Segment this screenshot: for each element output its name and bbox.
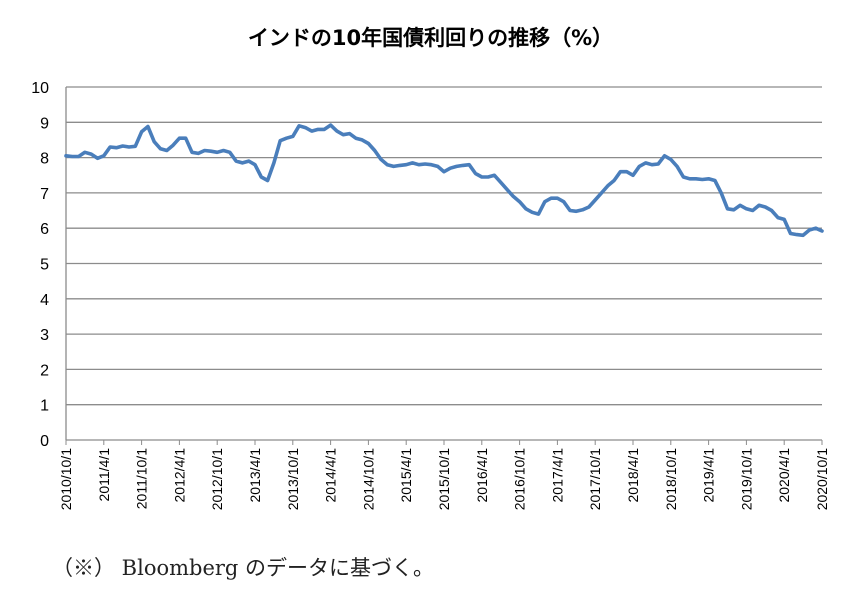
y-tick-label: 10: [31, 80, 49, 97]
x-axis-ticks: 2010/10/1 2011/4/1 2011/10/1 2012/4/1 2012/1…: [58, 440, 830, 510]
y-tick-label: 2: [40, 362, 49, 379]
y-tick-label: 9: [40, 115, 49, 132]
x-tick-label: 2015/4/1: [398, 448, 414, 503]
y-tick-label: 4: [40, 292, 49, 309]
x-tick-label: 2011/4/1: [96, 448, 112, 502]
x-tick-label: 2018/10/1: [663, 448, 679, 510]
x-tick-label: 2016/10/1: [512, 448, 528, 510]
x-tick-label: 2013/10/1: [285, 448, 301, 510]
y-tick-label: 3: [40, 327, 49, 344]
x-tick-label: 2013/4/1: [247, 448, 263, 503]
y-tick-label: 0: [40, 433, 49, 450]
x-tick-label: 2015/10/1: [436, 448, 452, 510]
x-tick-label: 2010/10/1: [58, 448, 74, 510]
y-tick-label: 5: [40, 257, 49, 274]
series-line: [64, 123, 824, 238]
x-tick-label: 2019/10/1: [738, 448, 754, 510]
series-layer: [64, 123, 824, 238]
x-tick-label: 2014/10/1: [360, 448, 376, 510]
chart-title: インドの10年国債利回りの推移（%）: [247, 26, 614, 50]
y-tick-label: 8: [40, 151, 49, 168]
y-tick-label: 6: [40, 221, 49, 238]
x-tick-label: 2020/4/1: [776, 448, 792, 503]
y-axis-ticks: 0 1 2 3 4 5 6 7 8 9 10: [31, 80, 49, 450]
x-tick-label: 2012/4/1: [171, 448, 187, 503]
x-tick-label: 2019/4/1: [701, 448, 717, 503]
x-tick-label: 2014/4/1: [323, 448, 339, 503]
source-footnote: （※） Bloomberg のデータに基づく。: [52, 556, 435, 580]
x-tick-label: 2016/4/1: [474, 448, 490, 503]
x-tick-label: 2017/10/1: [587, 448, 603, 510]
x-tick-label: 2011/10/1: [134, 448, 150, 509]
x-tick-label: 2012/10/1: [209, 448, 225, 510]
x-tick-label: 2017/4/1: [549, 448, 565, 503]
y-tick-label: 7: [40, 186, 49, 203]
x-tick-label: 2020/10/1: [814, 448, 830, 510]
x-tick-label: 2018/4/1: [625, 448, 641, 503]
y-tick-label: 1: [40, 398, 49, 415]
grid-lines: [66, 86, 822, 406]
